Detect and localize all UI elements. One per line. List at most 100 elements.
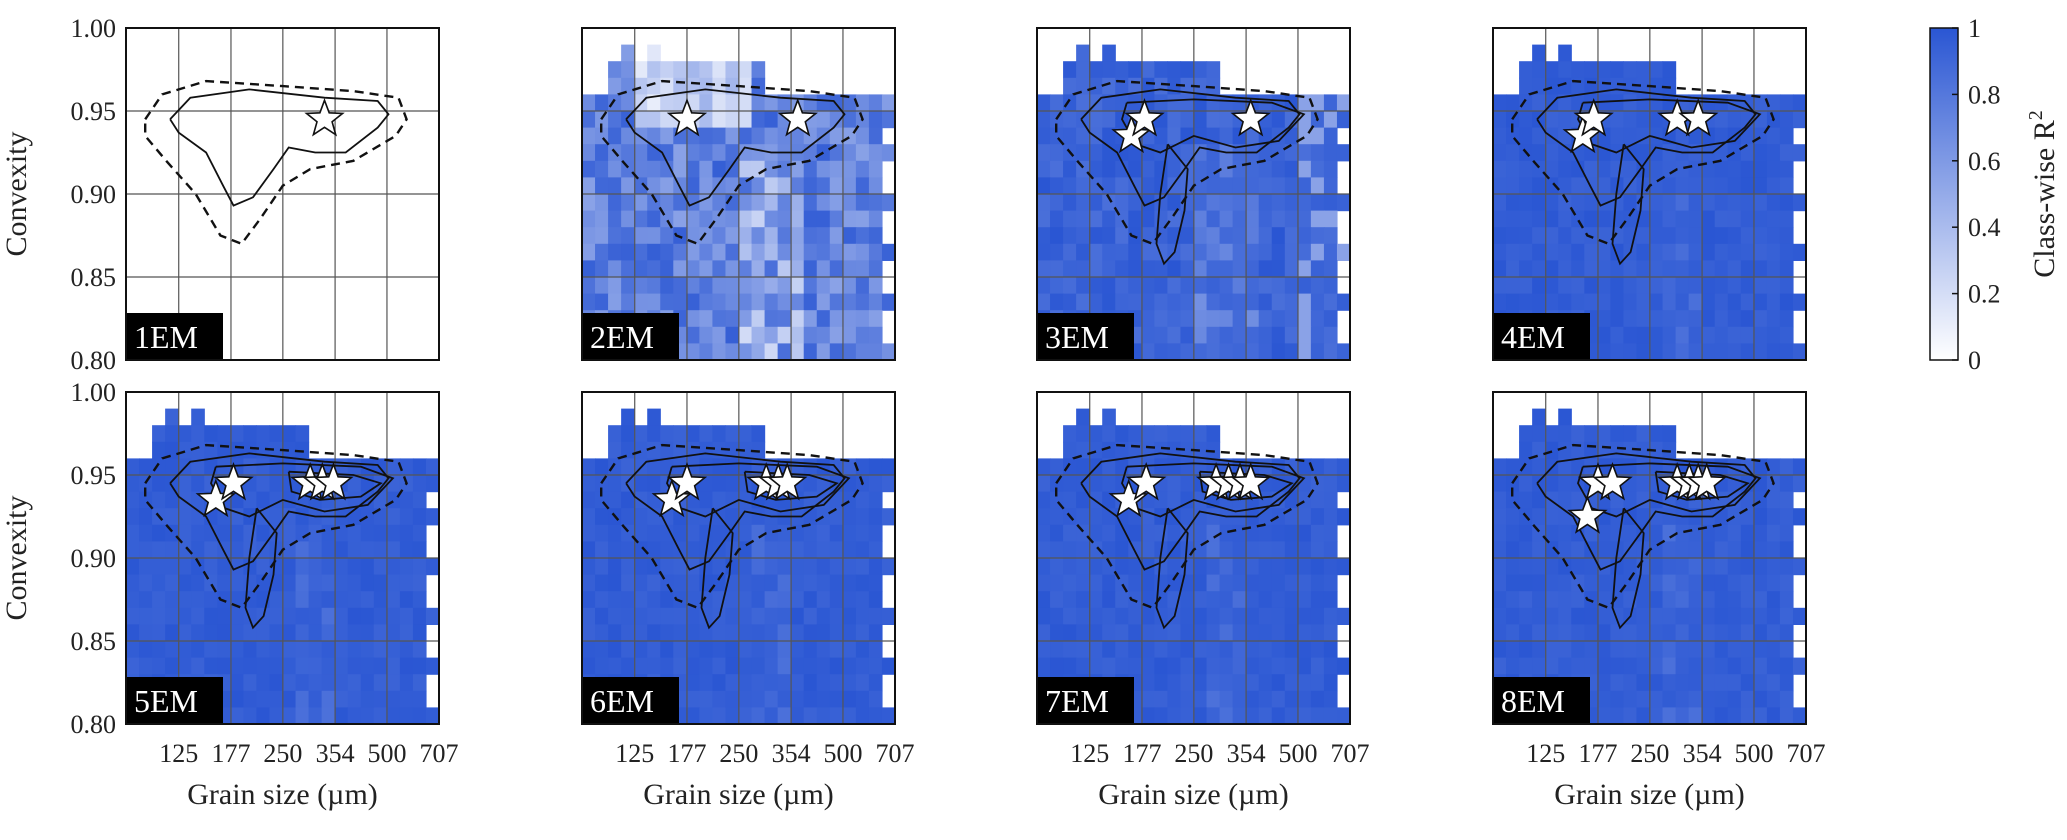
heatmap-cell xyxy=(347,591,362,609)
heatmap-cell xyxy=(1258,491,1273,509)
heatmap-cell xyxy=(1779,508,1794,526)
heatmap-cell xyxy=(764,94,779,112)
heatmap-cell xyxy=(855,491,870,509)
heatmap-cell xyxy=(1506,657,1520,675)
heatmap-cell xyxy=(1558,541,1572,559)
star-marker xyxy=(651,478,693,518)
heatmap-cell xyxy=(1545,111,1559,129)
contour-solid xyxy=(287,470,383,501)
heatmap-cell xyxy=(1649,326,1664,344)
heatmap-cell xyxy=(868,293,883,311)
heatmap-cell xyxy=(764,574,779,592)
heatmap-cell xyxy=(842,293,857,311)
heatmap-cell xyxy=(373,508,388,526)
heatmap-cell xyxy=(1271,277,1286,295)
heatmap-cell xyxy=(243,690,258,708)
heatmap-cell xyxy=(1506,160,1520,178)
heatmap-cell xyxy=(1584,558,1598,576)
heatmap-cell xyxy=(360,674,375,692)
heatmap-cell xyxy=(777,160,792,178)
heatmap-cell xyxy=(621,558,635,576)
heatmap-cell xyxy=(1245,591,1260,609)
heatmap-cell xyxy=(1167,541,1182,559)
heatmap-cell xyxy=(1102,641,1116,659)
heatmap-cell xyxy=(1336,243,1351,261)
heatmap-cell xyxy=(1206,277,1221,295)
y-tick-label: 0.80 xyxy=(71,710,117,739)
heatmap-cell xyxy=(1792,707,1807,725)
heatmap-cell xyxy=(699,707,714,725)
heatmap-cell xyxy=(1571,641,1585,659)
heatmap-cell xyxy=(399,607,414,625)
heatmap-cell xyxy=(1662,624,1677,642)
heatmap-cell xyxy=(1662,607,1677,625)
heatmap-cell xyxy=(816,558,831,576)
heatmap-cell xyxy=(868,607,883,625)
heatmap-cell xyxy=(1519,61,1533,79)
heatmap-cell xyxy=(1323,227,1338,245)
heatmap-cell xyxy=(647,657,661,675)
heatmap-cell xyxy=(1167,574,1182,592)
heatmap-cell xyxy=(334,624,349,642)
heatmap-cell xyxy=(582,508,596,526)
heatmap-cell xyxy=(1636,326,1651,344)
heatmap-cell xyxy=(1050,194,1064,212)
heatmap-cell xyxy=(868,343,883,361)
heatmap-cell xyxy=(868,177,883,195)
heatmap-cell xyxy=(282,558,297,576)
heatmap-cell xyxy=(751,607,766,625)
heatmap-cell xyxy=(725,61,740,79)
heatmap-cell xyxy=(790,177,805,195)
heatmap-cell xyxy=(1558,260,1572,278)
heatmap-cell xyxy=(165,607,179,625)
heatmap-cell xyxy=(608,475,622,493)
heatmap-cell xyxy=(1310,243,1325,261)
heatmap-cell xyxy=(1206,508,1221,526)
heatmap-cell xyxy=(1623,160,1638,178)
heatmap-cell xyxy=(412,524,427,542)
heatmap-cell xyxy=(1675,558,1690,576)
heatmap-cell xyxy=(1180,227,1195,245)
heatmap-cell xyxy=(1792,94,1807,112)
heatmap-cell xyxy=(647,194,661,212)
heatmap-cell xyxy=(178,541,192,559)
heatmap-cell xyxy=(621,475,635,493)
heatmap-cell xyxy=(1206,243,1221,261)
heatmap-cell xyxy=(751,657,766,675)
heatmap-cell xyxy=(1323,574,1338,592)
heatmap-cell xyxy=(1232,574,1247,592)
heatmap-cell xyxy=(1519,524,1533,542)
heatmap-cell xyxy=(1779,591,1794,609)
heatmap-cell xyxy=(412,607,427,625)
heatmap-cell xyxy=(660,425,674,443)
heatmap-cell xyxy=(1284,243,1299,261)
heatmap-cell xyxy=(660,127,674,145)
heatmap-cell xyxy=(295,607,310,625)
heatmap-cell xyxy=(230,690,244,708)
heatmap-cell xyxy=(595,508,609,526)
heatmap-cell xyxy=(634,425,648,443)
heatmap-cell xyxy=(621,458,635,476)
heatmap-cell xyxy=(725,177,740,195)
heatmap-cell xyxy=(881,144,896,162)
heatmap-cell xyxy=(660,541,674,559)
x-tick-label: 707 xyxy=(420,739,459,768)
heatmap-cell xyxy=(699,127,714,145)
heatmap-cell xyxy=(1102,94,1116,112)
heatmap-cell xyxy=(699,558,714,576)
heatmap-cell xyxy=(1167,458,1182,476)
heatmap-cell xyxy=(1063,607,1077,625)
heatmap-cell xyxy=(1232,260,1247,278)
heatmap-cell xyxy=(1571,558,1585,576)
heatmap-cell xyxy=(1050,508,1064,526)
heatmap-cell xyxy=(139,524,153,542)
heatmap-cell xyxy=(829,177,844,195)
heatmap-cell xyxy=(1753,343,1768,361)
heatmap-cell xyxy=(1558,607,1572,625)
heatmap-cell xyxy=(1558,624,1572,642)
heatmap-cell xyxy=(725,624,740,642)
heatmap-cell xyxy=(712,707,727,725)
y-tick-label: 0.90 xyxy=(71,180,117,209)
heatmap-cell xyxy=(1740,591,1755,609)
heatmap-cell xyxy=(1649,310,1664,328)
